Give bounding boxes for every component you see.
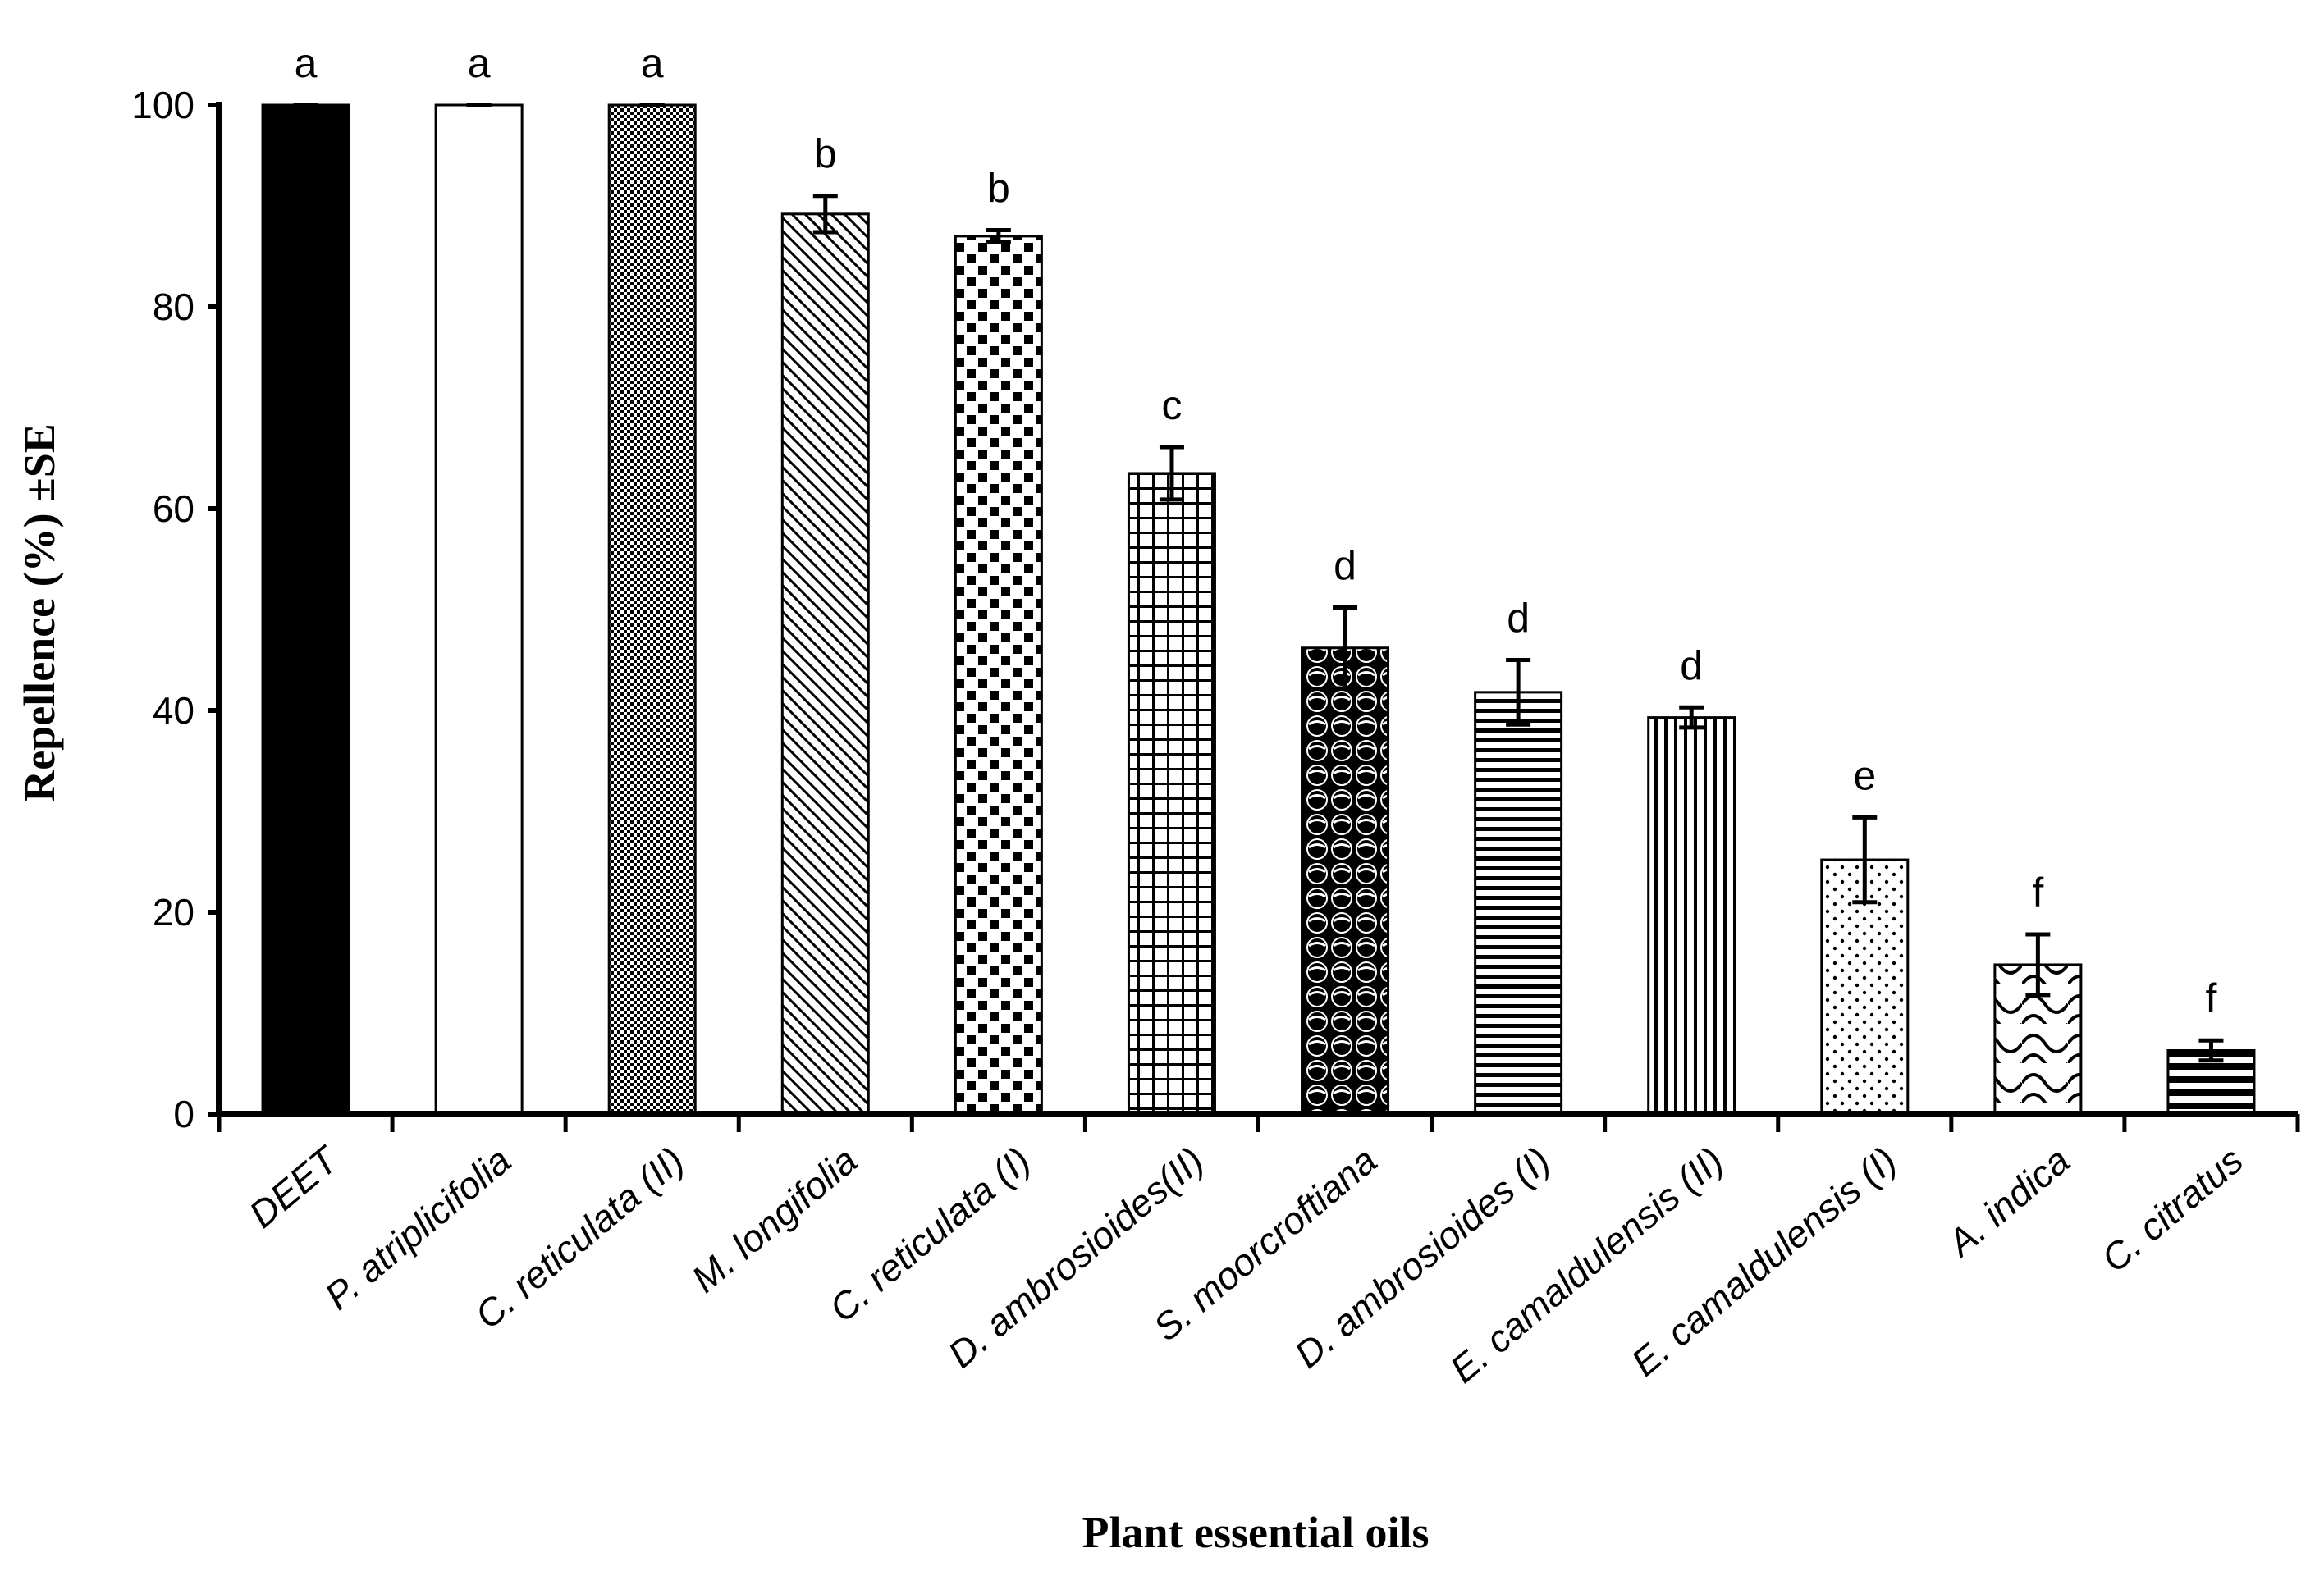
y-tick-label: 60: [153, 487, 194, 530]
error-bar: [1333, 605, 1358, 691]
significance-letter: d: [1680, 642, 1703, 688]
y-tick-label: 20: [153, 891, 194, 934]
bars-layer: [261, 103, 2256, 1116]
axes-layer: [216, 102, 2298, 1117]
y-axis-title: Repellence (%) ±SE: [15, 423, 64, 802]
significance-letter: c: [1161, 382, 1182, 428]
error-bar: [986, 228, 1011, 244]
bar: [1301, 646, 1390, 1116]
significance-letter: d: [1334, 543, 1356, 589]
bar: [261, 103, 350, 1116]
y-tick-label: 80: [153, 285, 194, 328]
bar: [1474, 691, 1563, 1116]
significance-letter: a: [468, 40, 491, 86]
significance-letter: f: [2206, 975, 2217, 1021]
errorbars-layer: [293, 103, 2224, 1063]
significance-letters-layer: a a a b b c d d d e f f: [295, 40, 2217, 1021]
bar: [434, 103, 524, 1116]
x-category-label: A. indica: [1937, 1139, 2078, 1266]
x-category-label: M. longifolia: [684, 1139, 865, 1301]
bar: [607, 103, 697, 1116]
bar: [1127, 472, 1216, 1116]
error-bar: [1159, 445, 1184, 502]
significance-letter: f: [2032, 870, 2043, 916]
bar: [1647, 716, 1736, 1116]
y-tick-label: 100: [131, 84, 194, 126]
error-bar: [2198, 1038, 2224, 1063]
bar: [954, 235, 1043, 1116]
y-tick-label: 40: [153, 689, 194, 732]
error-bar: [1679, 705, 1704, 730]
significance-letter: a: [641, 40, 664, 86]
significance-letter: e: [1853, 752, 1876, 798]
error-bar: [1506, 658, 1531, 727]
error-bar: [812, 194, 838, 235]
y-tick-label: 0: [173, 1093, 194, 1135]
x-category-label: C. citratus: [2093, 1139, 2251, 1281]
x-category-label: DEET: [241, 1137, 348, 1236]
bar: [780, 212, 870, 1116]
x-axis-title: Plant essential oils: [1082, 1508, 1429, 1557]
significance-letter: a: [295, 40, 318, 86]
significance-letter: b: [814, 131, 837, 177]
significance-letter: b: [987, 166, 1010, 212]
error-bar: [1852, 815, 1878, 905]
y-ticks-layer: 0 20 40 60 80 100: [131, 84, 219, 1135]
significance-letter: d: [1507, 596, 1530, 642]
error-bar: [2025, 932, 2051, 998]
